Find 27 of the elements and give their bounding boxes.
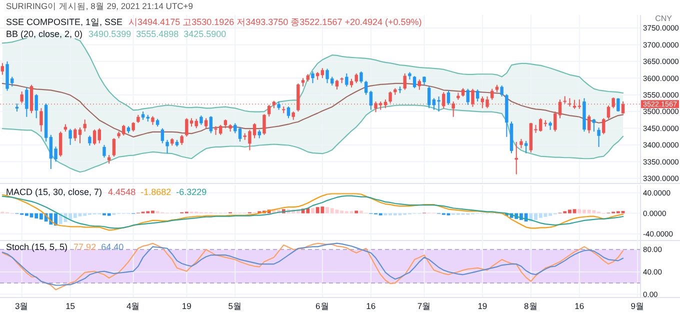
annotation: 64.40 (101, 242, 124, 252)
x-tick-label: 15 (66, 301, 76, 311)
chart-title: Stoch (15, 5, 5) (6, 242, 68, 252)
annotation: 시3494.4175 고3530.1926 저3493.3750 종3522.1567 +20.4924 (+0.59%) (128, 17, 422, 27)
x-tick-label: 3월 (14, 301, 29, 311)
text: SURIRING이 게시됨, 8월 29, 2021 21:14 UTC+9 (6, 1, 194, 11)
chart-title: SSE COMPOSITE, 1일, SSE (6, 17, 123, 27)
annotation: 3490.5399 (88, 29, 132, 39)
x-tick-label: 16 (366, 301, 376, 311)
chart-title: MACD (15, 30, close, 7) (6, 187, 102, 197)
text: CNY (655, 14, 673, 23)
annotation: 4.4548 (108, 187, 136, 197)
annotation: 77.92 (74, 242, 96, 252)
annotation: 3425.5900 (184, 29, 226, 39)
x-tick-label: 5월 (228, 301, 242, 311)
annotation: -1.8682 (140, 187, 172, 197)
annotation: -6.3229 (176, 187, 207, 197)
annotation: 3555.4898 (136, 29, 179, 39)
x-tick-label: 19 (478, 301, 488, 311)
x-tick-label: 16 (574, 301, 584, 311)
x-tick-label: 19 (182, 301, 192, 311)
x-tick-label: 6월 (316, 301, 330, 311)
x-tick-label: 7월 (417, 301, 432, 311)
text: BB (20, close, 2, 0) (6, 29, 83, 39)
x-tick-label: 4월 (126, 301, 140, 311)
x-tick-label: 8월 (524, 301, 538, 311)
x-tick-label: 9월 (630, 301, 644, 311)
